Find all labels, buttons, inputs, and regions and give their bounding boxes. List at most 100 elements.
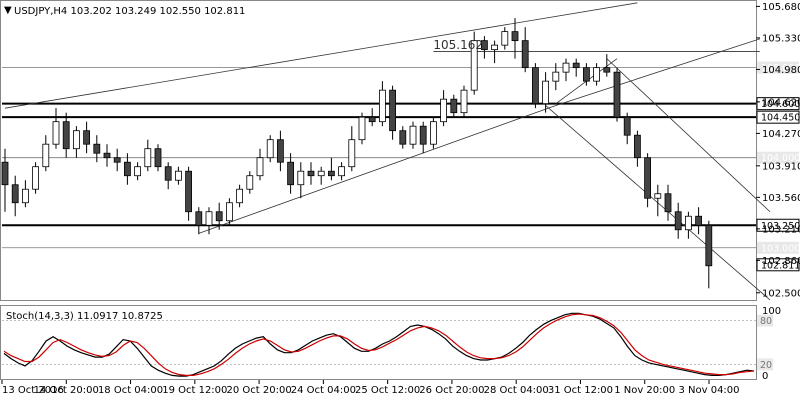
candles [1,18,713,289]
candle-body-40 [409,125,417,145]
y-tick-label-5: 103.910 [762,161,800,172]
stoch-y-tick-label-0: 100 [762,306,781,317]
stoch-series-line-1 [3,313,755,376]
candle-body-27 [276,139,284,163]
y-tick-label-8: 102.860 [762,256,800,267]
level-tag-box-0 [757,61,799,74]
trendline-0 [4,2,638,109]
candle-body-48 [491,44,499,51]
candle-body-45 [460,89,468,114]
y-axis-ticks: 105.680 105.330 104.980 104.620 104.270 103.9… [756,2,800,299]
candle-body-52 [532,67,539,105]
candle-body-43 [440,98,448,123]
candle-body-8 [83,130,90,145]
candle-body-67 [685,215,692,231]
trendline-3 [555,38,760,106]
candle-body-3 [32,166,39,190]
candle-body-11 [113,157,121,163]
level-tag-label-0: 105.000 [761,63,800,74]
horizontal-levels [2,67,756,249]
candle-body-35 [358,116,366,141]
level-tag-box-3 [757,151,799,164]
candle-body-51 [521,40,529,69]
candle-body-50 [511,31,519,42]
stoch-panel-title: Stoch(14,3,3) 11.0917 10.8725 [6,311,163,322]
candle-body-57 [583,67,590,82]
candle-body-56 [572,62,580,69]
level-tag-box-5 [757,241,799,254]
candle-body-31 [317,170,325,177]
y-tick-label-3: 104.620 [762,97,800,108]
level-tag-label-2: 104.450 [761,113,800,124]
stoch-level-tag-box-0 [757,314,773,327]
candle-body-65 [664,193,672,213]
x-tick-label-1: 14 Oct 20:00 [34,385,99,396]
stoch-series-line-0 [3,312,755,377]
x-tick-label-3: 19 Oct 12:00 [162,385,227,396]
level-tag-label-4: 103.250 [761,221,800,232]
y-tick-label-4: 104.270 [762,129,800,140]
candle-body-18 [185,170,193,213]
x-tick-label-2: 18 Oct 04:00 [98,385,163,396]
candle-body-16 [164,166,172,181]
stochastic-lines: 80 20 100 0 [2,306,781,382]
current-price-tag-label: 102.811 [761,260,800,271]
level-tag-label-1: 104.600 [761,99,800,110]
candle-body-69 [705,224,713,267]
candle-body-64 [654,193,662,199]
x-tick-label-9: 31 Oct 12:00 [548,385,613,396]
candle-body-62 [634,134,641,159]
candle-body-44 [450,98,458,114]
candle-body-46 [470,40,478,91]
candle-body-55 [562,62,570,73]
stoch-level-tag-box-1 [757,358,773,371]
stoch-level-label-0: 80 [760,316,772,327]
candle-body-36 [368,116,376,123]
candle-body-47 [480,40,488,51]
candle-body-28 [287,161,295,186]
main-chart-title: USDJPY,H4 103.202 103.249 102.550 102.81… [14,6,245,17]
x-tick-label-7: 26 Oct 20:00 [419,385,484,396]
candle-body-60 [613,71,621,118]
candle-body-34 [348,139,356,168]
candle-body-32 [327,170,335,177]
candle-body-66 [674,211,682,231]
candle-body-19 [195,211,203,226]
current-price-tag-box [756,258,800,272]
candle-body-12 [124,161,131,177]
candle-body-53 [542,80,549,105]
y-tick-label-1: 105.330 [762,33,800,44]
level-tag-box-4 [756,218,800,232]
candle-body-61 [623,116,631,136]
x-tick-label-10: 1 Nov 20:00 [614,385,675,396]
main-panel-frame [0,0,757,301]
level-tag-label-3: 104.000 [761,153,800,164]
candle-body-25 [256,157,264,177]
candle-body-24 [246,175,254,190]
stoch-level-label-1: 20 [760,360,772,371]
trendline-4 [606,58,771,213]
x-tick-label-0: 13 Oct 2016 [2,385,64,396]
y-tick-label-6: 103.560 [762,193,800,204]
candle-body-0 [1,161,9,186]
level-tag-box-2 [756,110,800,124]
candle-body-10 [103,152,111,159]
candle-body-2 [21,188,29,204]
candle-body-15 [154,148,162,168]
candle-body-30 [307,170,315,177]
candle-body-38 [389,89,397,132]
candle-body-42 [429,121,437,145]
y-tick-label-0: 105.680 [762,2,800,13]
candle-body-17 [174,170,182,181]
candle-body-41 [419,125,427,145]
candle-body-13 [134,166,142,177]
candle-body-14 [144,148,152,168]
stoch-panel-frame [0,305,757,380]
candle-body-6 [62,121,70,150]
x-tick-label-4: 20 Oct 20:00 [226,385,291,396]
candle-body-49 [501,31,509,46]
candle-body-58 [593,67,600,82]
